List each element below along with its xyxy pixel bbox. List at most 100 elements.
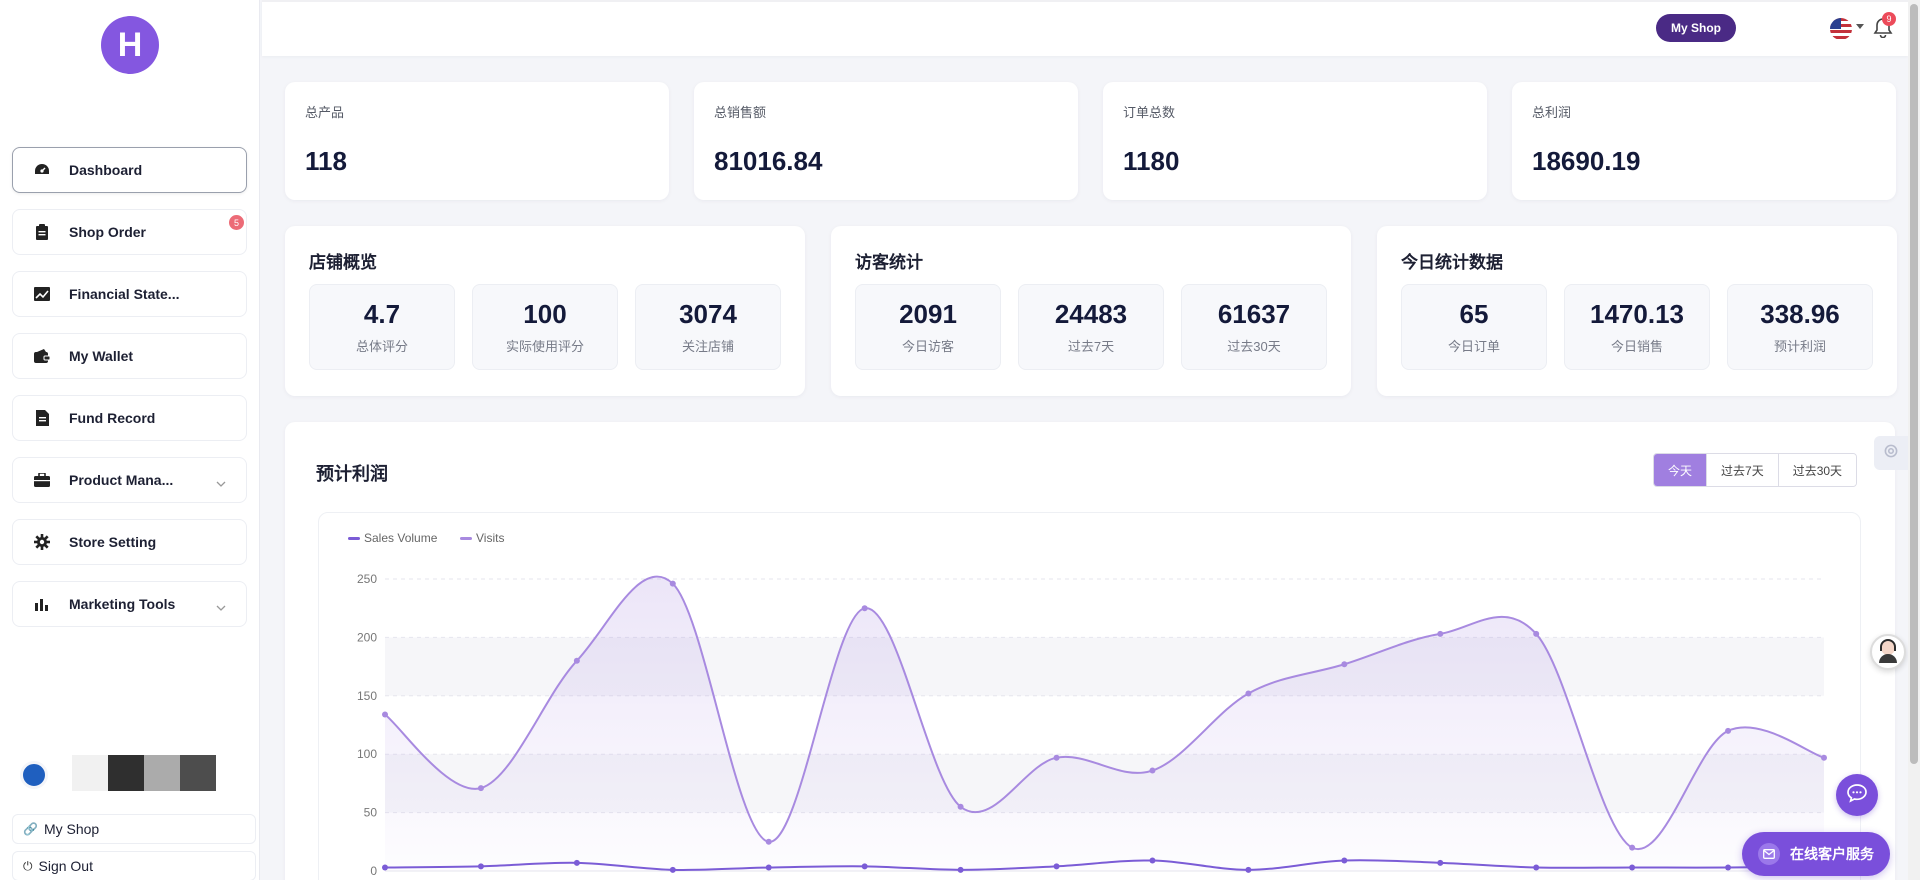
bar-chart-icon	[33, 595, 51, 613]
data-point-sales-volume	[1053, 863, 1060, 870]
tab-last-7-days[interactable]: 过去7天	[1706, 454, 1778, 486]
brand-logo[interactable]: H	[101, 16, 159, 74]
stat-label: 总利润	[1532, 105, 1572, 120]
data-point-visits	[1629, 844, 1636, 851]
metric-value: 61637	[1217, 299, 1291, 329]
user-profile[interactable]	[10, 735, 255, 815]
support-agent-avatar[interactable]	[1870, 634, 1906, 670]
user-name-redacted	[72, 755, 216, 791]
data-point-visits	[1341, 661, 1348, 668]
caret-down-icon[interactable]	[1856, 24, 1864, 29]
scrollbar-thumb[interactable]	[1910, 4, 1918, 764]
data-point-sales-volume	[1149, 857, 1156, 864]
dashboard-icon	[33, 161, 51, 179]
chevron-down-icon	[216, 598, 226, 616]
metric-value: 100	[523, 299, 567, 329]
metric-value: 24483	[1054, 299, 1128, 329]
my-shop-link[interactable]: 🔗 My Shop	[12, 814, 256, 844]
panel-store-overview: 店铺概览 4.7 总体评分 100 实际使用评分 3074 关注店铺	[285, 226, 805, 396]
stat-card-total-orders: 订单总数 1180	[1103, 82, 1487, 200]
metric-label: 今日订单	[1447, 339, 1500, 354]
sidebar-item-label: Dashboard	[69, 162, 143, 178]
metric-overall-rating: 4.7 总体评分	[309, 284, 455, 370]
y-tick-label: 200	[357, 630, 377, 644]
data-point-visits	[765, 838, 772, 845]
metric-actual-rating: 100 实际使用评分	[472, 284, 618, 370]
sidebar-nav: Dashboard Shop Order 5 Financial State..…	[12, 147, 247, 643]
sidebar-item-label: Shop Order	[69, 224, 147, 240]
data-point-sales-volume	[1629, 864, 1636, 871]
my-shop-link-label: My Shop	[43, 821, 100, 837]
chart-container: 0 50 100 150 200 250 Sales Volume Visits	[318, 512, 1861, 880]
data-point-visits	[1245, 690, 1252, 697]
data-point-sales-volume	[1533, 864, 1540, 871]
settings-drawer-toggle[interactable]	[1874, 436, 1908, 470]
data-point-visits	[861, 605, 868, 612]
metric-label: 今日访客	[901, 339, 954, 354]
y-tick-label: 0	[370, 864, 377, 878]
stat-label: 总产品	[305, 105, 345, 120]
sidebar-item-label: Product Mana...	[69, 472, 174, 488]
data-point-sales-volume	[573, 859, 580, 866]
legend-label: Visits	[476, 531, 504, 545]
sidebar-item-label: Marketing Tools	[69, 596, 176, 612]
stat-value: 81016.84	[714, 146, 823, 176]
data-point-sales-volume	[1245, 866, 1252, 873]
sidebar: H Dashboard Shop Order 5 Financial State…	[0, 0, 260, 880]
order-count-badge: 5	[229, 215, 244, 230]
y-tick-label: 250	[357, 572, 377, 586]
gear-icon	[1882, 442, 1900, 465]
page-scrollbar[interactable]	[1908, 0, 1920, 880]
sidebar-item-financial-statement[interactable]: Financial State...	[12, 271, 247, 317]
chat-button[interactable]	[1836, 774, 1878, 816]
sidebar-item-product-management[interactable]: Product Mana...	[12, 457, 247, 503]
data-point-visits	[1725, 727, 1732, 734]
tab-last-30-days[interactable]: 过去30天	[1777, 454, 1857, 486]
sidebar-item-marketing-tools[interactable]: Marketing Tools	[12, 581, 247, 627]
sidebar-item-dashboard[interactable]: Dashboard	[12, 147, 247, 193]
series-area-visits	[385, 576, 1824, 871]
data-point-visits	[957, 803, 964, 810]
data-point-visits	[1053, 754, 1060, 761]
data-point-sales-volume	[1437, 859, 1444, 866]
data-point-visits	[382, 711, 388, 718]
online-service-button[interactable]: 在线客户服务	[1742, 832, 1890, 876]
tab-today[interactable]: 今天	[1654, 454, 1707, 486]
y-tick-label: 150	[357, 689, 377, 703]
data-point-visits	[1821, 754, 1827, 761]
metric-visitors-7d: 24483 过去7天	[1018, 284, 1164, 370]
legend-swatch	[348, 537, 360, 540]
us-flag-icon[interactable]	[1830, 18, 1852, 40]
clipboard-icon	[33, 223, 51, 241]
data-point-sales-volume	[669, 866, 676, 873]
sign-out-button[interactable]: ⏻ Sign Out	[12, 851, 256, 880]
sidebar-item-store-setting[interactable]: Store Setting	[12, 519, 247, 565]
my-shop-button[interactable]: My Shop	[1656, 14, 1736, 42]
metric-label: 总体评分	[355, 339, 408, 354]
data-point-sales-volume	[477, 863, 484, 870]
chat-bubble-icon	[1846, 783, 1868, 808]
stat-label: 总销售额	[714, 105, 767, 120]
sidebar-item-label: Fund Record	[69, 410, 156, 426]
sidebar-item-fund-record[interactable]: Fund Record	[12, 395, 247, 441]
series-line-visits	[384, 575, 1825, 851]
profit-chart-card: 预计利润 今天 过去7天 过去30天 0 50 100 150 200 250 Sales …	[285, 422, 1895, 880]
sidebar-item-label: Financial State...	[69, 286, 180, 302]
stat-label: 订单总数	[1123, 105, 1176, 120]
legend-label: Sales Volume	[364, 531, 438, 545]
sidebar-item-my-wallet[interactable]: My Wallet	[12, 333, 247, 379]
metric-value: 4.7	[363, 299, 401, 329]
online-service-label: 在线客户服务	[1790, 846, 1874, 862]
metric-label: 预计利润	[1773, 339, 1826, 354]
data-point-sales-volume	[382, 864, 388, 871]
stat-card-total-products: 总产品 118	[285, 82, 669, 200]
sidebar-item-shop-order[interactable]: Shop Order 5	[12, 209, 247, 255]
data-point-visits	[1437, 630, 1444, 637]
panel-visitor-stats: 访客统计 2091 今日访客 24483 过去7天 61637 过去30天	[831, 226, 1351, 396]
chart-title: 预计利润	[316, 464, 388, 484]
topbar: My Shop 9	[262, 0, 1908, 56]
data-point-visits	[669, 580, 676, 587]
metric-label: 实际使用评分	[505, 339, 584, 354]
panel-title: 访客统计	[855, 253, 923, 272]
chart-line-icon	[33, 285, 51, 303]
